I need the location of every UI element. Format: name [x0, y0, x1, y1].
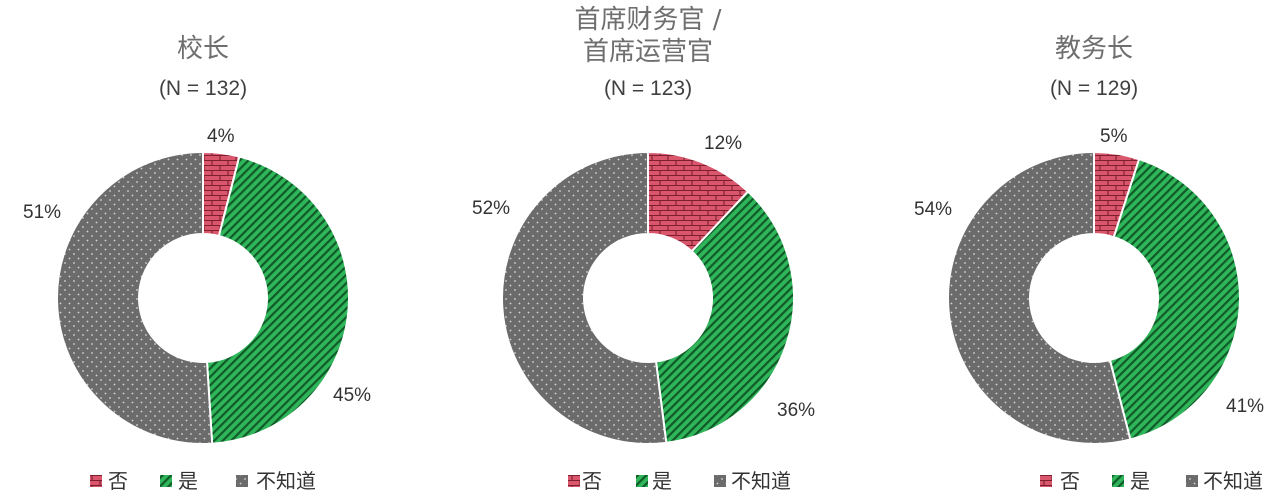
legend-label-unknown: 不知道	[731, 469, 791, 493]
donut-slice-yes	[205, 155, 350, 445]
value-label-yes: 36%	[777, 400, 815, 421]
legend-swatch-unknown	[714, 475, 726, 487]
legend-label-no: 否	[582, 469, 602, 493]
legend-swatch-no	[1040, 475, 1052, 487]
chart-provost: 教务长 (N = 129) 5% 41% 54% 否 是 不知道	[914, 34, 1264, 493]
legend-label-yes: 是	[178, 469, 198, 493]
value-label-no: 5%	[1100, 126, 1128, 147]
donut-slice-unknown	[501, 150, 668, 445]
chart-cfo-coo: 首席财务官 / 首席运营官 (N = 123) 12% 36% 52% 否 是 …	[472, 5, 815, 493]
value-label-unknown: 52%	[472, 198, 510, 219]
value-label-unknown: 51%	[23, 202, 61, 223]
legend: 否 是 不知道	[568, 469, 791, 493]
legend: 否 是 不知道	[1040, 469, 1263, 493]
donut-slice-unknown	[947, 150, 1132, 445]
chart-title-line-1: 首席财务官 /	[574, 5, 721, 35]
donut-slice-yes	[1108, 157, 1241, 441]
value-label-unknown: 54%	[914, 199, 952, 220]
chart-subtitle: (N = 129)	[1050, 77, 1138, 100]
value-label-no: 4%	[207, 126, 235, 147]
donut-slice-unknown	[56, 150, 214, 445]
chart-subtitle: (N = 132)	[159, 77, 247, 100]
legend-label-no: 否	[1060, 469, 1080, 493]
value-label-yes: 45%	[333, 385, 371, 406]
legend-swatch-no	[90, 475, 102, 487]
value-label-yes: 41%	[1226, 396, 1264, 417]
legend-swatch-yes	[160, 475, 172, 487]
donut-slice-yes	[654, 190, 795, 444]
chart-title: 校长	[177, 34, 229, 64]
chart-subtitle: (N = 123)	[604, 77, 692, 100]
legend-label-no: 否	[108, 469, 128, 493]
legend: 否 是 不知道	[90, 469, 316, 493]
chart-principal: 校长 (N = 132) 4% 45% 51% 否 是 不知道	[23, 34, 371, 493]
chart-title: 教务长	[1055, 34, 1133, 64]
value-label-no: 12%	[704, 133, 742, 154]
legend-label-yes: 是	[652, 469, 672, 493]
legend-swatch-yes	[636, 475, 648, 487]
legend-label-unknown: 不知道	[1203, 469, 1263, 493]
legend-swatch-unknown	[1186, 475, 1198, 487]
legend-swatch-no	[568, 475, 580, 487]
legend-swatch-yes	[1112, 475, 1124, 487]
legend-label-yes: 是	[1130, 469, 1150, 493]
chart-title-line-2: 首席运营官	[583, 37, 713, 67]
legend-swatch-unknown	[236, 475, 248, 487]
legend-label-unknown: 不知道	[256, 469, 316, 493]
